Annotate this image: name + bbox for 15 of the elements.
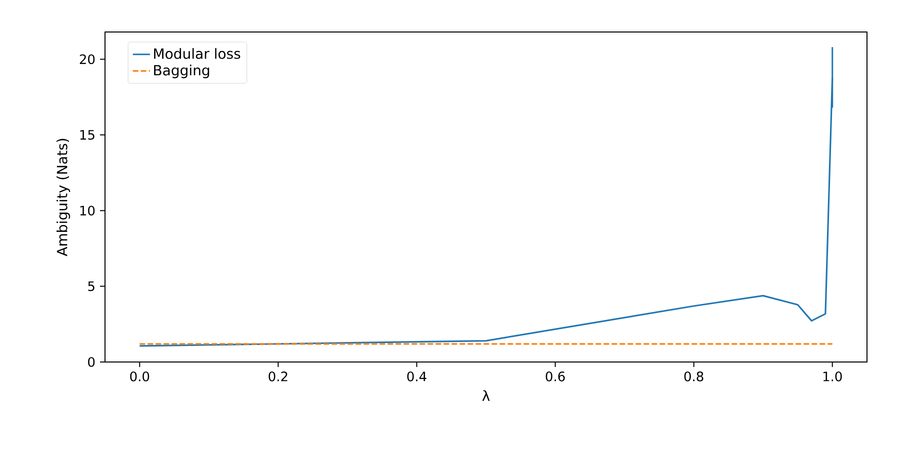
legend-label: Modular loss xyxy=(154,48,240,59)
x-axis-title: λ xyxy=(482,390,490,401)
x-tick-label: 0.2 xyxy=(268,372,288,382)
legend-label: Bagging xyxy=(154,64,210,78)
x-tick-label: 1.0 xyxy=(823,372,842,382)
y-tick-label: 10 xyxy=(80,206,95,216)
x-tick-label: 0.8 xyxy=(684,372,704,382)
x-tick-label: 0.0 xyxy=(130,372,150,382)
y-axis-title: Ambiguity (Nats) xyxy=(56,138,70,256)
y-tick-label: 0 xyxy=(88,357,95,367)
x-tick-label: 0.4 xyxy=(407,372,426,382)
y-tick-label: 20 xyxy=(80,54,95,64)
y-tick-label: 5 xyxy=(88,281,94,292)
y-tick-label: 15 xyxy=(80,130,94,140)
x-tick-label: 0.6 xyxy=(546,372,565,382)
